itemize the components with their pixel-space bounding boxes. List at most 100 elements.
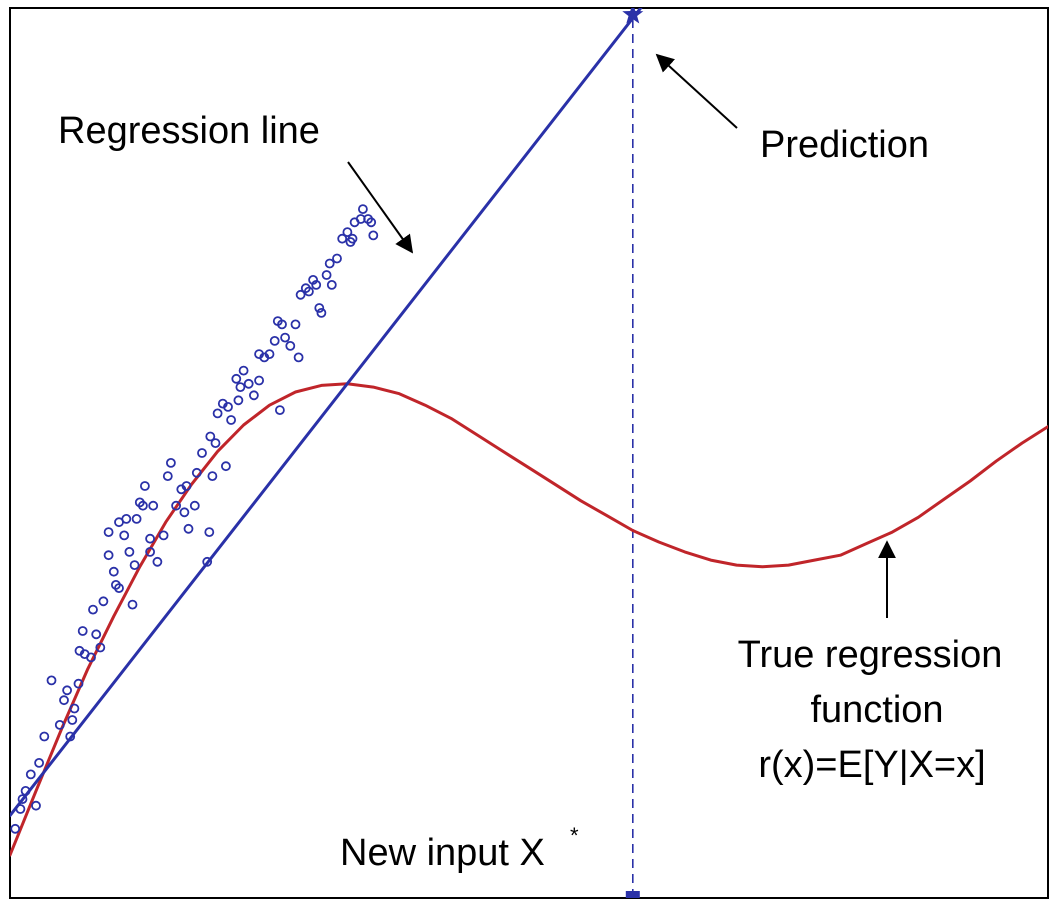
observation-point — [134, 497, 145, 508]
observation-point — [326, 279, 337, 290]
observation-point — [171, 500, 182, 511]
prediction-label: Prediction — [760, 124, 929, 166]
observation-point — [59, 695, 69, 706]
observation-point — [269, 335, 280, 346]
observation-point — [316, 307, 327, 318]
observation-point — [165, 457, 176, 468]
observation-point — [54, 720, 65, 730]
observation-point — [295, 289, 306, 300]
observation-point — [293, 352, 304, 363]
observation-point — [290, 319, 301, 330]
observation-point — [69, 703, 80, 714]
observation-point — [139, 481, 150, 491]
observation-point — [280, 332, 291, 343]
observation-point — [103, 550, 114, 561]
observation-point — [20, 786, 31, 796]
plot-area — [10, 8, 1048, 898]
observation-point — [129, 560, 140, 570]
observation-point — [202, 556, 213, 567]
observation-point — [366, 217, 377, 228]
true-regression-function-series — [10, 382, 1048, 857]
observation-point — [103, 527, 114, 537]
observation-point — [264, 349, 275, 360]
plot-frame — [9, 7, 1049, 899]
new-input-square-marker — [625, 891, 640, 898]
observation-point — [91, 629, 102, 640]
observation-point — [131, 514, 142, 524]
observation-point — [191, 467, 202, 478]
observation-point — [342, 227, 353, 238]
observation-point — [145, 533, 156, 544]
observation-point — [158, 530, 169, 541]
observation-point — [274, 405, 285, 416]
observation-point — [321, 270, 332, 280]
observation-point — [39, 731, 50, 742]
observation-point — [65, 731, 76, 742]
observation-point — [248, 390, 259, 401]
true-function-label-line2: function — [810, 689, 943, 731]
observation-point — [205, 431, 216, 442]
observation-point — [212, 408, 223, 419]
observation-point — [314, 303, 325, 313]
observation-point — [179, 507, 190, 518]
observation-point — [86, 652, 96, 663]
new-input-label: New input X — [340, 832, 545, 874]
observation-point — [62, 685, 72, 696]
regression-line-series — [10, 8, 643, 818]
observation-point — [162, 471, 173, 482]
observation-point — [124, 547, 135, 557]
observation-point — [25, 769, 36, 780]
observation-point — [303, 286, 314, 297]
observation-point — [337, 233, 348, 244]
observation-point — [181, 481, 192, 491]
observation-point — [226, 415, 237, 425]
observation-point — [108, 566, 119, 577]
observation-point — [148, 500, 159, 511]
observation-point — [243, 378, 254, 389]
observation-point — [121, 514, 132, 524]
observation-point — [77, 626, 88, 636]
observation-point — [17, 794, 28, 804]
true-function-label-line3: r(x)=E[Y|X=x] — [758, 744, 985, 786]
observation-point — [235, 382, 246, 393]
observation-point — [46, 675, 57, 686]
observation-point — [311, 279, 322, 290]
observation-point — [95, 642, 106, 653]
observation-point — [223, 401, 233, 412]
regression-line-label: Regression line — [58, 110, 320, 152]
observation-point — [73, 678, 84, 689]
observation-point — [238, 365, 249, 376]
observation-point — [34, 758, 44, 768]
observation-point — [88, 604, 98, 615]
observation-point — [189, 500, 200, 511]
observation-point — [197, 448, 207, 458]
observation-point — [67, 715, 78, 725]
observation-point — [324, 258, 335, 269]
observation-point — [114, 583, 124, 593]
observation-point — [207, 471, 218, 482]
observation-point — [98, 596, 109, 607]
observation-point — [332, 253, 342, 264]
observation-point — [145, 547, 156, 557]
observation-point — [15, 804, 26, 814]
observation-point — [231, 373, 242, 384]
observation-point — [31, 800, 41, 811]
observation-point — [233, 395, 244, 406]
observation-point — [345, 237, 356, 247]
observation-point — [285, 340, 296, 351]
observation-point — [357, 204, 368, 215]
observation-point — [127, 599, 138, 610]
observation-point — [220, 461, 231, 472]
observation-point — [10, 823, 21, 834]
regression-line-arrow — [347, 161, 414, 254]
observation-point — [183, 523, 194, 534]
new-input-superscript: * — [570, 823, 579, 848]
prediction-arrow — [655, 53, 738, 129]
observation-point — [152, 556, 163, 567]
observation-point — [277, 319, 287, 330]
observation-point — [368, 230, 379, 241]
observation-point — [254, 375, 265, 386]
observation-point — [210, 438, 221, 449]
observation-point — [204, 527, 215, 537]
